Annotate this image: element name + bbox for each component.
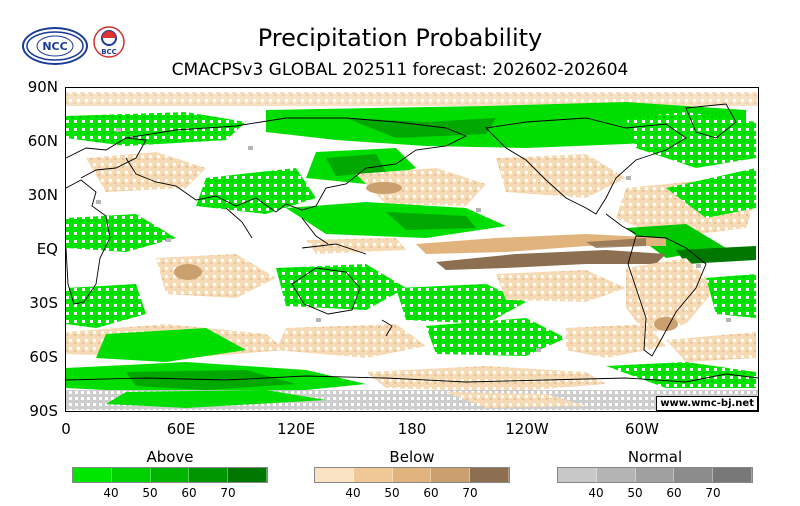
lat-label-eq: EQ (36, 240, 58, 258)
legend-below-swatch (470, 468, 509, 482)
page-subtitle: CMACPSv3 GLOBAL 202511 forecast: 202602-… (171, 60, 629, 80)
lon-label-60e: 60E (166, 420, 196, 438)
bcc-logo-graphic: BCC (93, 26, 125, 58)
page-title: Precipitation Probability (257, 24, 543, 52)
legend-below-bar (314, 467, 510, 483)
lon-label-120e: 120E (276, 420, 316, 438)
ncc-logo: NCC (22, 27, 88, 65)
ncc-logo-graphic: NCC (26, 31, 84, 61)
legend-above-swatch (111, 468, 151, 482)
legend-normal-tick: 60 (666, 486, 682, 500)
legend-above-swatch (150, 468, 190, 482)
legend-normal-swatch (674, 468, 714, 482)
legend-above-tick: 40 (103, 486, 119, 500)
precipitation-map (65, 87, 759, 412)
lon-label-60w: 60W (625, 420, 659, 438)
legend-below-title: Below (389, 448, 435, 466)
lon-label-120w: 120W (505, 420, 549, 438)
legend-above-swatch (228, 468, 267, 482)
legend-normal-tick: 70 (705, 486, 721, 500)
bcc-logo: BCC (92, 25, 126, 59)
legend-normal-swatch (713, 468, 752, 482)
legend-normal-tick: 50 (627, 486, 643, 500)
lon-label-0: 0 (61, 420, 71, 438)
legend-below-tick: 60 (423, 486, 439, 500)
legend-below-swatch (392, 468, 432, 482)
legend-normal-swatch (596, 468, 636, 482)
lon-label-180: 180 (397, 420, 427, 438)
lat-label-90s: 90S (29, 402, 58, 420)
credit-label: www.wmc-bj.net (656, 396, 758, 411)
legend-above-swatch (189, 468, 229, 482)
legend-normal-swatch (635, 468, 675, 482)
legend-above-tick: 50 (142, 486, 158, 500)
legend-above-title: Above (146, 448, 194, 466)
legend-above-bar (72, 467, 268, 483)
legend-normal-bar (557, 467, 753, 483)
coastlines (66, 103, 758, 383)
legend-below-swatch (353, 468, 393, 482)
legend-below-tick: 50 (384, 486, 400, 500)
lat-label-90n: 90N (27, 78, 58, 96)
legend-normal-title: Normal (627, 448, 683, 466)
legend-below-swatch (315, 468, 354, 482)
svg-text:NCC: NCC (42, 40, 67, 53)
svg-text:BCC: BCC (101, 48, 117, 56)
legend-above-swatch (73, 468, 112, 482)
lat-label-60s: 60S (29, 348, 58, 366)
legend-normal-swatch (558, 468, 597, 482)
legend-below-tick: 40 (345, 486, 361, 500)
map-field (66, 88, 758, 411)
legend-above-tick: 70 (220, 486, 236, 500)
legend-below-swatch (431, 468, 471, 482)
lat-label-60n: 60N (27, 132, 58, 150)
lat-label-30n: 30N (27, 186, 58, 204)
legend-above-tick: 60 (181, 486, 197, 500)
lat-label-30s: 30S (29, 294, 58, 312)
legend-below-tick: 70 (462, 486, 478, 500)
legend-normal-tick: 40 (588, 486, 604, 500)
